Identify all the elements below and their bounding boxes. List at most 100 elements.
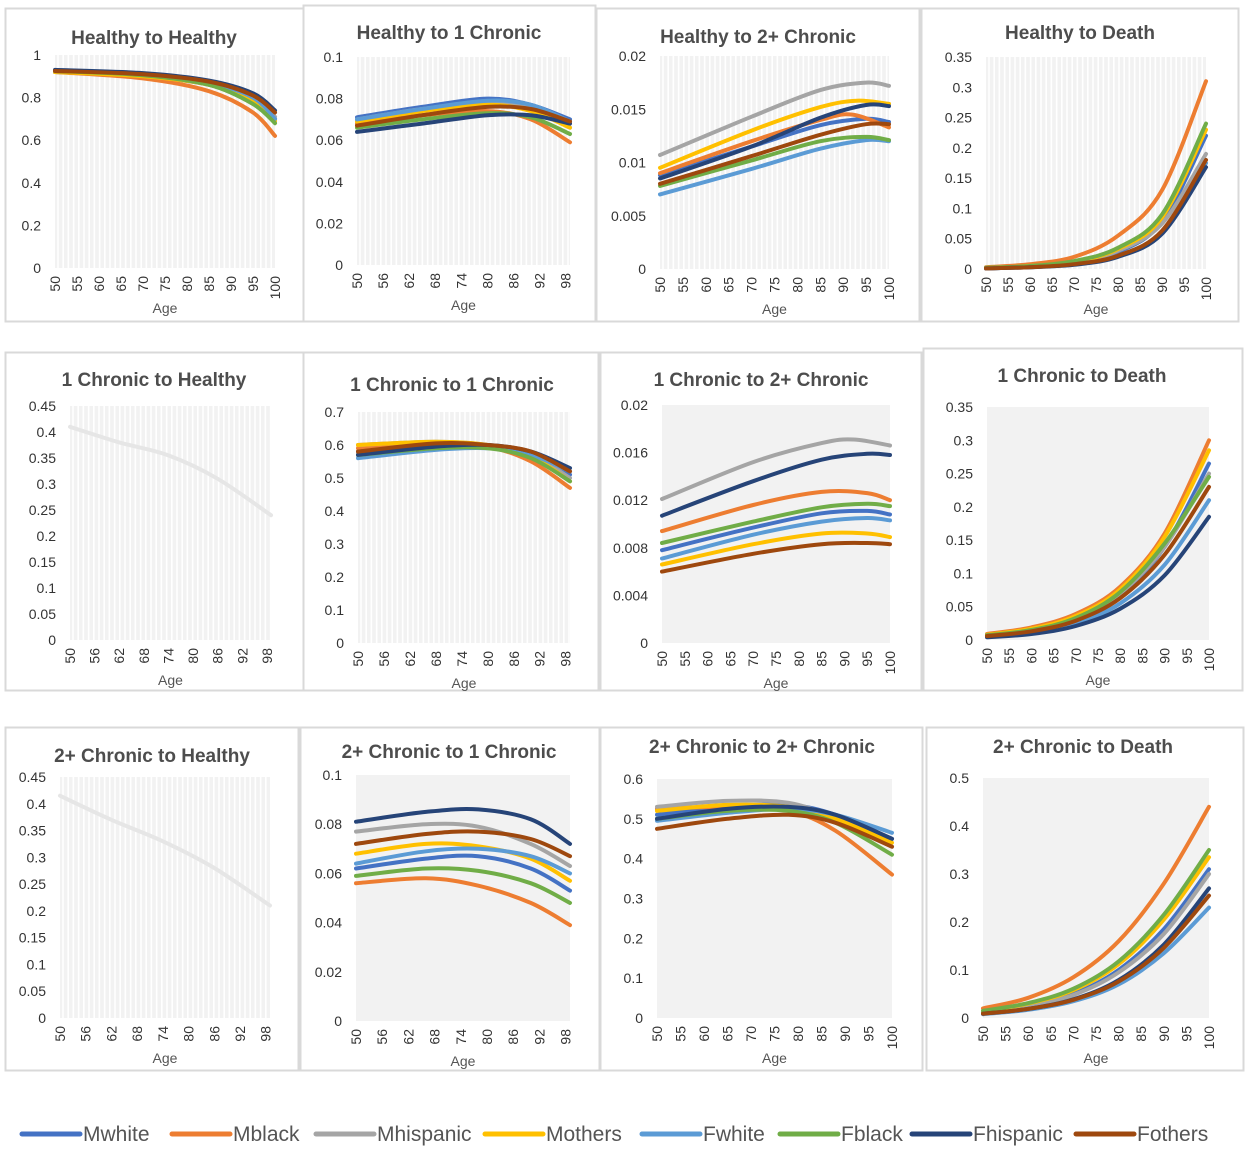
y-tick-label: 0 — [336, 635, 344, 651]
y-tick-label: 0.06 — [315, 865, 342, 881]
y-tick-label: 0.6 — [624, 771, 644, 787]
x-tick-label: 74 — [453, 273, 469, 289]
y-tick-label: 0.35 — [29, 450, 56, 466]
legend-item-fblack: Fblack — [777, 1123, 903, 1146]
y-tick-label: 0.01 — [619, 155, 646, 171]
x-tick-label: 50 — [652, 277, 668, 293]
x-tick-label: 50 — [62, 648, 78, 664]
x-tick-label: 56 — [87, 648, 103, 664]
y-tick-label: 0.6 — [325, 437, 345, 453]
panel-8: 1 Chronic to Death 0 0.05 0.1 0.15 0.2 0.25 0.3… — [922, 347, 1244, 692]
panel-9: 2+ Chronic to Healthy 0 0.05 0.1 0.15 0.2 0.25… — [4, 726, 300, 1072]
y-tick-label: 0.4 — [22, 175, 42, 191]
y-tick-label: 0.1 — [27, 956, 47, 972]
y-tick-label: 0.35 — [945, 49, 972, 65]
x-tick-label: 92 — [232, 1026, 248, 1042]
y-tick-label: 0.45 — [19, 769, 46, 785]
series-line-fblack — [981, 848, 1211, 1013]
x-tick-label: 86 — [206, 1026, 222, 1042]
y-tick-label: 0.2 — [27, 903, 47, 919]
y-tick-label: 0 — [965, 632, 973, 648]
x-tick-label: 62 — [400, 1029, 416, 1045]
x-tick-label: 98 — [259, 648, 275, 664]
x-tick-label: 85 — [1134, 648, 1150, 664]
y-tick-label: 0.4 — [950, 818, 970, 834]
x-tick-label: 95 — [245, 276, 261, 292]
x-tick-label: 56 — [78, 1026, 94, 1042]
x-axis-label: Age — [451, 297, 476, 313]
y-tick-label: 0.4 — [624, 851, 644, 867]
x-tick-label: 85 — [1133, 1026, 1149, 1042]
x-tick-label: 95 — [858, 277, 874, 293]
x-tick-label: 55 — [673, 1026, 689, 1042]
x-tick-label: 65 — [1043, 1026, 1059, 1042]
x-tick-label: 65 — [1044, 277, 1060, 293]
x-tick-label: 80 — [479, 1029, 495, 1045]
series-line-fwhite — [355, 98, 572, 124]
x-tick-label: 85 — [812, 277, 828, 293]
y-tick-label: 0.08 — [315, 816, 342, 832]
chart-title: Healthy to 1 Chronic — [357, 23, 542, 44]
series-line-fothers — [984, 158, 1208, 271]
series-line-fwhite — [354, 846, 572, 876]
legend-label: Fblack — [841, 1123, 903, 1146]
x-axis-label: Age — [1084, 301, 1109, 317]
x-tick-label: 65 — [722, 651, 738, 667]
x-tick-label: 80 — [1112, 648, 1128, 664]
series-line-fothers — [660, 540, 892, 574]
x-tick-label: 86 — [505, 273, 521, 289]
y-tick-label: 0.3 — [325, 536, 345, 552]
y-tick-label: 0.7 — [325, 404, 345, 420]
series-line-fblack — [354, 866, 572, 905]
series-line-mothers — [354, 841, 572, 883]
x-tick-label: 95 — [1178, 1026, 1194, 1042]
legend-label: Mhispanic — [377, 1123, 472, 1146]
series-line-fothers — [53, 69, 277, 115]
series-line-fblack — [660, 501, 892, 545]
y-tick-label: 0.004 — [613, 587, 648, 603]
y-tick-label: 0.2 — [954, 499, 974, 515]
x-tick-label: 85 — [814, 1026, 830, 1042]
series-line-fhispanic — [658, 102, 891, 181]
x-tick-label: 95 — [1176, 277, 1192, 293]
x-tick-label: 56 — [375, 273, 391, 289]
x-axis-label: Age — [153, 300, 178, 316]
y-tick-label: 0.02 — [619, 48, 646, 64]
x-tick-label: 100 — [267, 276, 283, 300]
x-tick-label: 95 — [1179, 648, 1195, 664]
y-tick-label: 0.1 — [624, 970, 644, 986]
x-tick-label: 60 — [1022, 277, 1038, 293]
y-tick-label: 0.1 — [37, 580, 57, 596]
panel-7: 1 Chronic to 2+ Chronic 0 0.004 0.008 0.012 0… — [599, 351, 923, 692]
y-tick-label: 0.2 — [325, 569, 345, 585]
series-line-mwhite — [660, 508, 892, 553]
series-line-mhispanic — [981, 872, 1211, 1015]
x-tick-label: 75 — [767, 277, 783, 293]
x-tick-label: 80 — [181, 1026, 197, 1042]
x-tick-label: 62 — [103, 1026, 119, 1042]
x-tick-label: 60 — [1020, 1026, 1036, 1042]
y-tick-label: 0 — [33, 260, 41, 276]
y-tick-label: 0.35 — [19, 823, 46, 839]
x-tick-label: 90 — [1157, 648, 1173, 664]
y-tick-label: 0.1 — [324, 49, 344, 65]
y-tick-label: 0.015 — [611, 101, 646, 117]
y-tick-label: 0.05 — [29, 606, 56, 622]
series-line-mhispanic — [354, 821, 572, 868]
x-tick-label: 90 — [837, 1026, 853, 1042]
chart-title: Healthy to Healthy — [71, 28, 237, 49]
plot-area — [986, 57, 1206, 269]
x-tick-label: 60 — [1023, 648, 1039, 664]
x-axis-label: Age — [764, 675, 789, 691]
y-tick-label: 0.4 — [325, 503, 345, 519]
y-tick-label: 0.15 — [945, 170, 972, 186]
x-axis-label: Age — [452, 675, 477, 691]
x-tick-label: 70 — [135, 276, 151, 292]
x-axis-label: Age — [451, 1053, 476, 1069]
y-tick-label: 0.2 — [624, 930, 644, 946]
series-line-fothers — [355, 104, 572, 128]
y-tick-label: 0.25 — [946, 466, 973, 482]
chart-title: 2+ Chronic to Death — [993, 737, 1173, 758]
x-tick-label: 80 — [480, 651, 496, 667]
chart-title: 2+ Chronic to 2+ Chronic — [649, 737, 875, 758]
